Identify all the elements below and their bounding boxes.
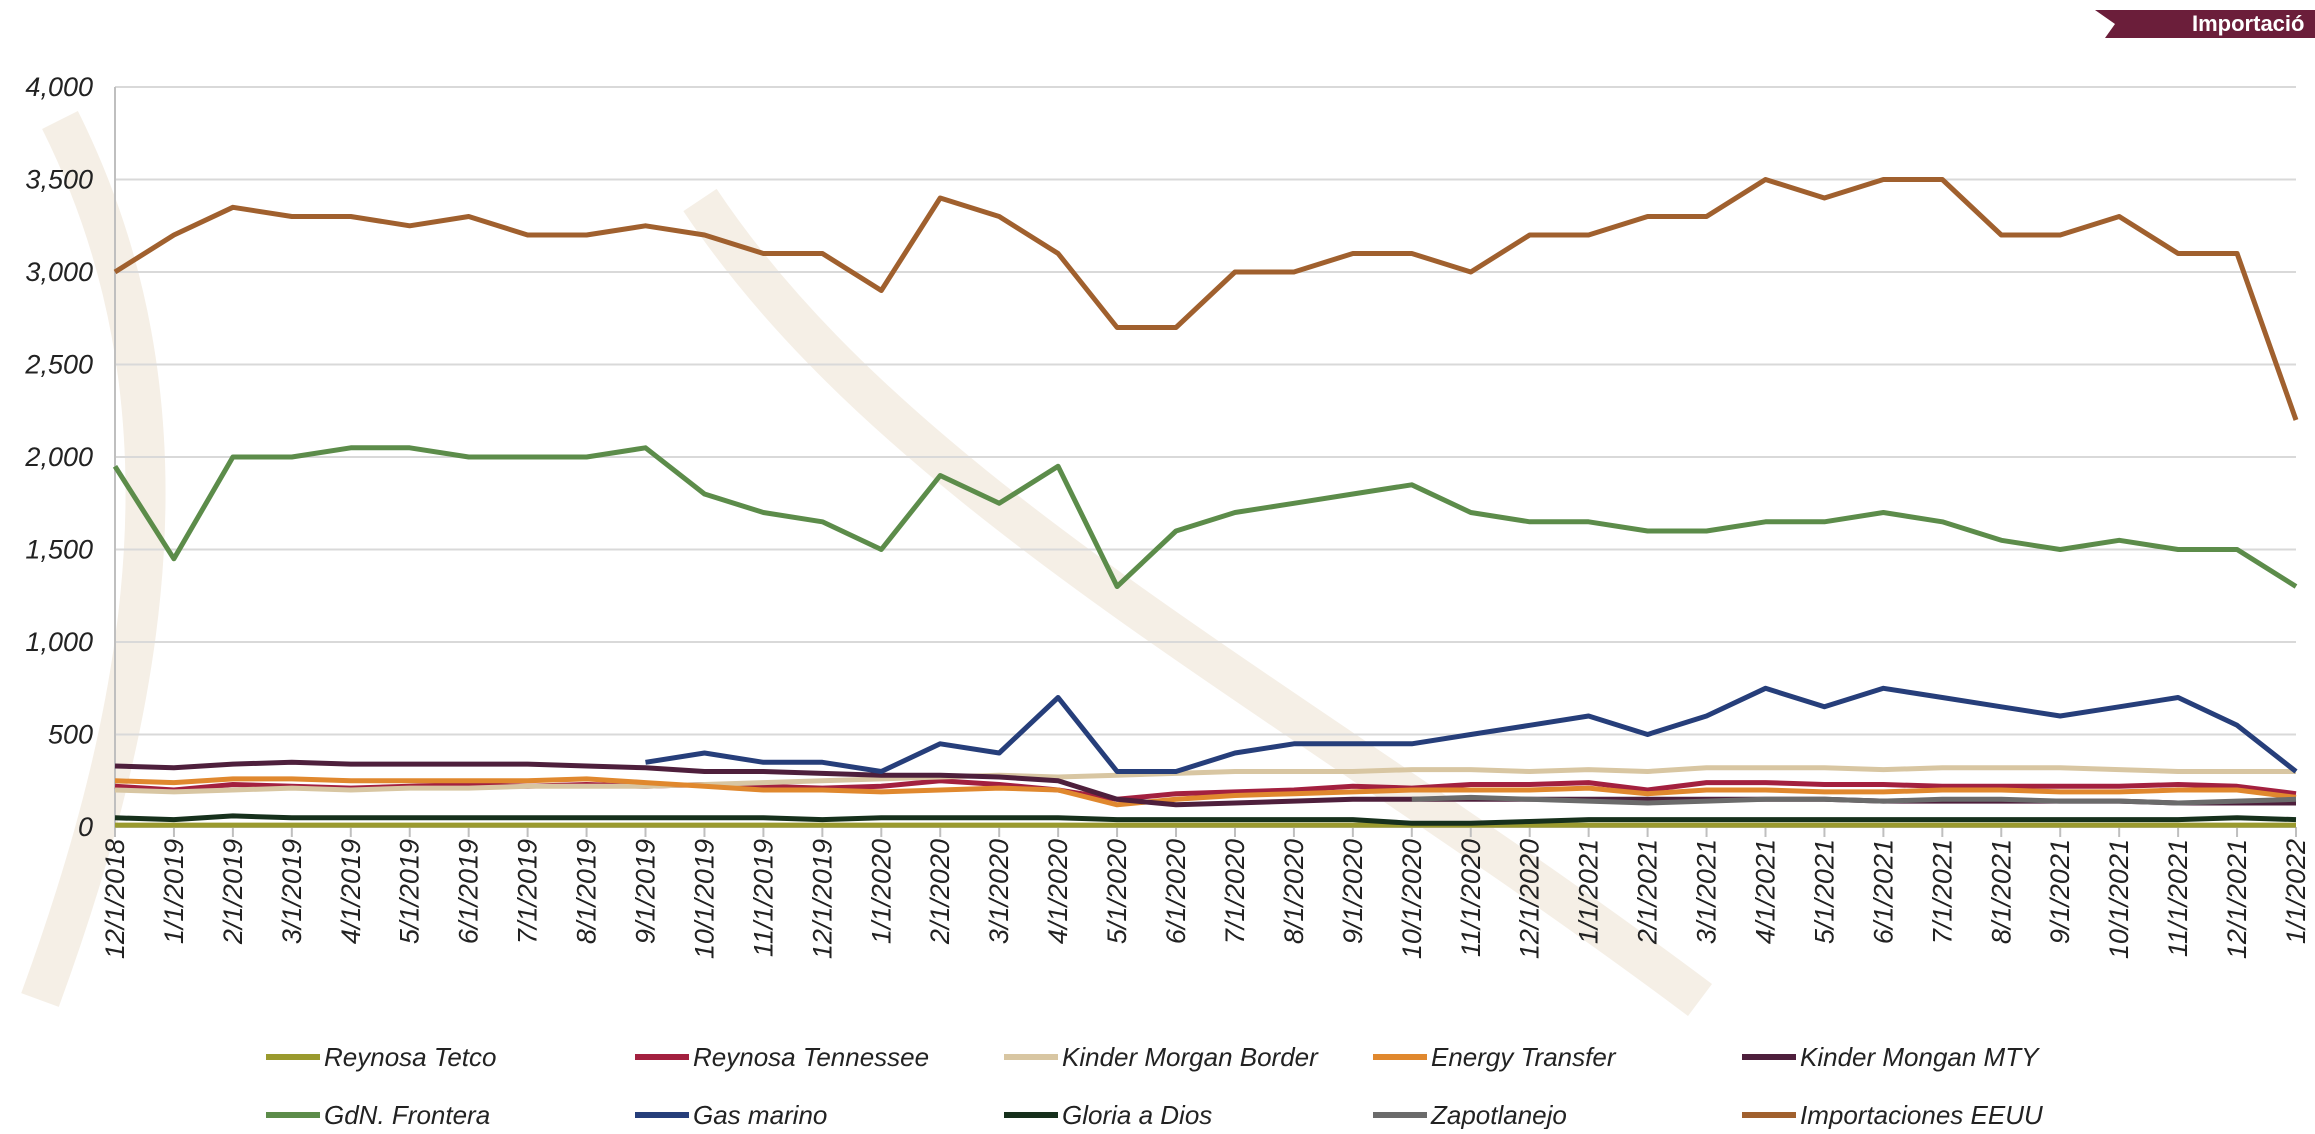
x-tick-label: 6/1/2020 xyxy=(1161,839,1191,944)
x-tick-label: 4/1/2020 xyxy=(1043,839,1073,944)
legend-label: GdN. Frontera xyxy=(324,1100,490,1129)
x-tick-label: 2/1/2020 xyxy=(925,839,955,945)
x-tick-label: 5/1/2020 xyxy=(1102,839,1132,944)
x-tick-label: 3/1/2020 xyxy=(984,839,1014,944)
legend-label: Reynosa Tennessee xyxy=(693,1042,929,1072)
x-tick-label: 3/1/2021 xyxy=(1692,839,1722,944)
legend-label: Importaciones EEUU xyxy=(1800,1100,2043,1129)
legend-label: Zapotlanejo xyxy=(1430,1100,1567,1129)
x-tick-label: 4/1/2019 xyxy=(336,839,366,944)
x-tick-label: 6/1/2019 xyxy=(454,839,484,944)
x-tick-label: 5/1/2021 xyxy=(1809,839,1839,944)
x-tick-label: 9/1/2020 xyxy=(1338,839,1368,944)
y-tick-label: 3,500 xyxy=(25,165,93,195)
series-line xyxy=(1411,794,2297,806)
x-tick-label: 11/1/2019 xyxy=(748,839,778,957)
x-tick-label: 8/1/2021 xyxy=(1986,839,2016,944)
x-tick-label: 8/1/2020 xyxy=(1279,839,1309,944)
watermark-curve xyxy=(683,188,1712,1017)
legend-label: Kinder Mongan MTY xyxy=(1800,1042,2040,1072)
series-line xyxy=(112,445,2298,589)
x-tick-label: 10/1/2019 xyxy=(689,839,719,959)
legend-label: Energy Transfer xyxy=(1431,1042,1617,1072)
watermark xyxy=(21,111,1712,1017)
series-line xyxy=(113,177,2299,421)
x-tick-label: 7/1/2019 xyxy=(513,839,543,944)
series-line xyxy=(645,685,2298,774)
legend-label: Gloria a Dios xyxy=(1062,1100,1212,1129)
x-tick-label: 2/1/2019 xyxy=(218,839,248,945)
x-tick-label: 11/1/2021 xyxy=(2163,839,2193,957)
x-tick-label: 9/1/2019 xyxy=(631,839,661,944)
x-tick-label: 9/1/2021 xyxy=(2045,839,2075,944)
x-tick-label: 8/1/2019 xyxy=(572,839,602,944)
x-tick-label: 4/1/2021 xyxy=(1750,839,1780,944)
legend-label: Kinder Morgan Border xyxy=(1062,1042,1319,1072)
legend-label: Reynosa Tetco xyxy=(324,1042,496,1072)
x-tick-label: 5/1/2019 xyxy=(395,839,425,944)
x-tick-label: 12/1/2021 xyxy=(2222,839,2252,959)
x-tick-label: 7/1/2020 xyxy=(1220,839,1250,944)
x-tick-label: 2/1/2021 xyxy=(1633,839,1663,945)
y-tick-label: 2,500 xyxy=(24,350,93,380)
x-tick-label: 10/1/2021 xyxy=(2104,839,2134,959)
banner-text: Importació xyxy=(2192,11,2304,36)
y-tick-label: 3,000 xyxy=(25,257,93,287)
x-tick-label: 1/1/2019 xyxy=(159,839,189,944)
y-tick-label: 500 xyxy=(48,720,93,750)
y-tick-label: 2,000 xyxy=(24,442,93,472)
x-tick-label: 1/1/2022 xyxy=(2281,839,2311,944)
series-line xyxy=(114,765,2296,795)
series-line xyxy=(114,813,2297,826)
y-tick-label: 0 xyxy=(78,812,93,842)
x-tick-label: 6/1/2021 xyxy=(1868,839,1898,944)
series-line xyxy=(114,778,2297,802)
x-tick-label: 12/1/2019 xyxy=(807,839,837,959)
series-line xyxy=(114,776,2297,808)
x-tick-label: 10/1/2020 xyxy=(1397,839,1427,959)
x-tick-label: 3/1/2019 xyxy=(277,839,307,944)
y-tick-label: 1,000 xyxy=(25,627,93,657)
banner-bg xyxy=(2095,10,2315,38)
watermark-curve xyxy=(21,111,166,1007)
y-tick-label: 1,500 xyxy=(25,535,93,565)
x-tick-label: 1/1/2021 xyxy=(1574,839,1604,944)
x-tick-label: 12/1/2020 xyxy=(1515,839,1545,959)
x-tick-label: 12/1/2018 xyxy=(100,839,130,959)
legend-label: Gas marino xyxy=(693,1100,827,1129)
x-tick-label: 11/1/2020 xyxy=(1456,839,1486,957)
x-tick-label: 7/1/2021 xyxy=(1927,839,1957,944)
y-tick-label: 4,000 xyxy=(25,72,93,102)
x-tick-label: 1/1/2020 xyxy=(866,839,896,944)
